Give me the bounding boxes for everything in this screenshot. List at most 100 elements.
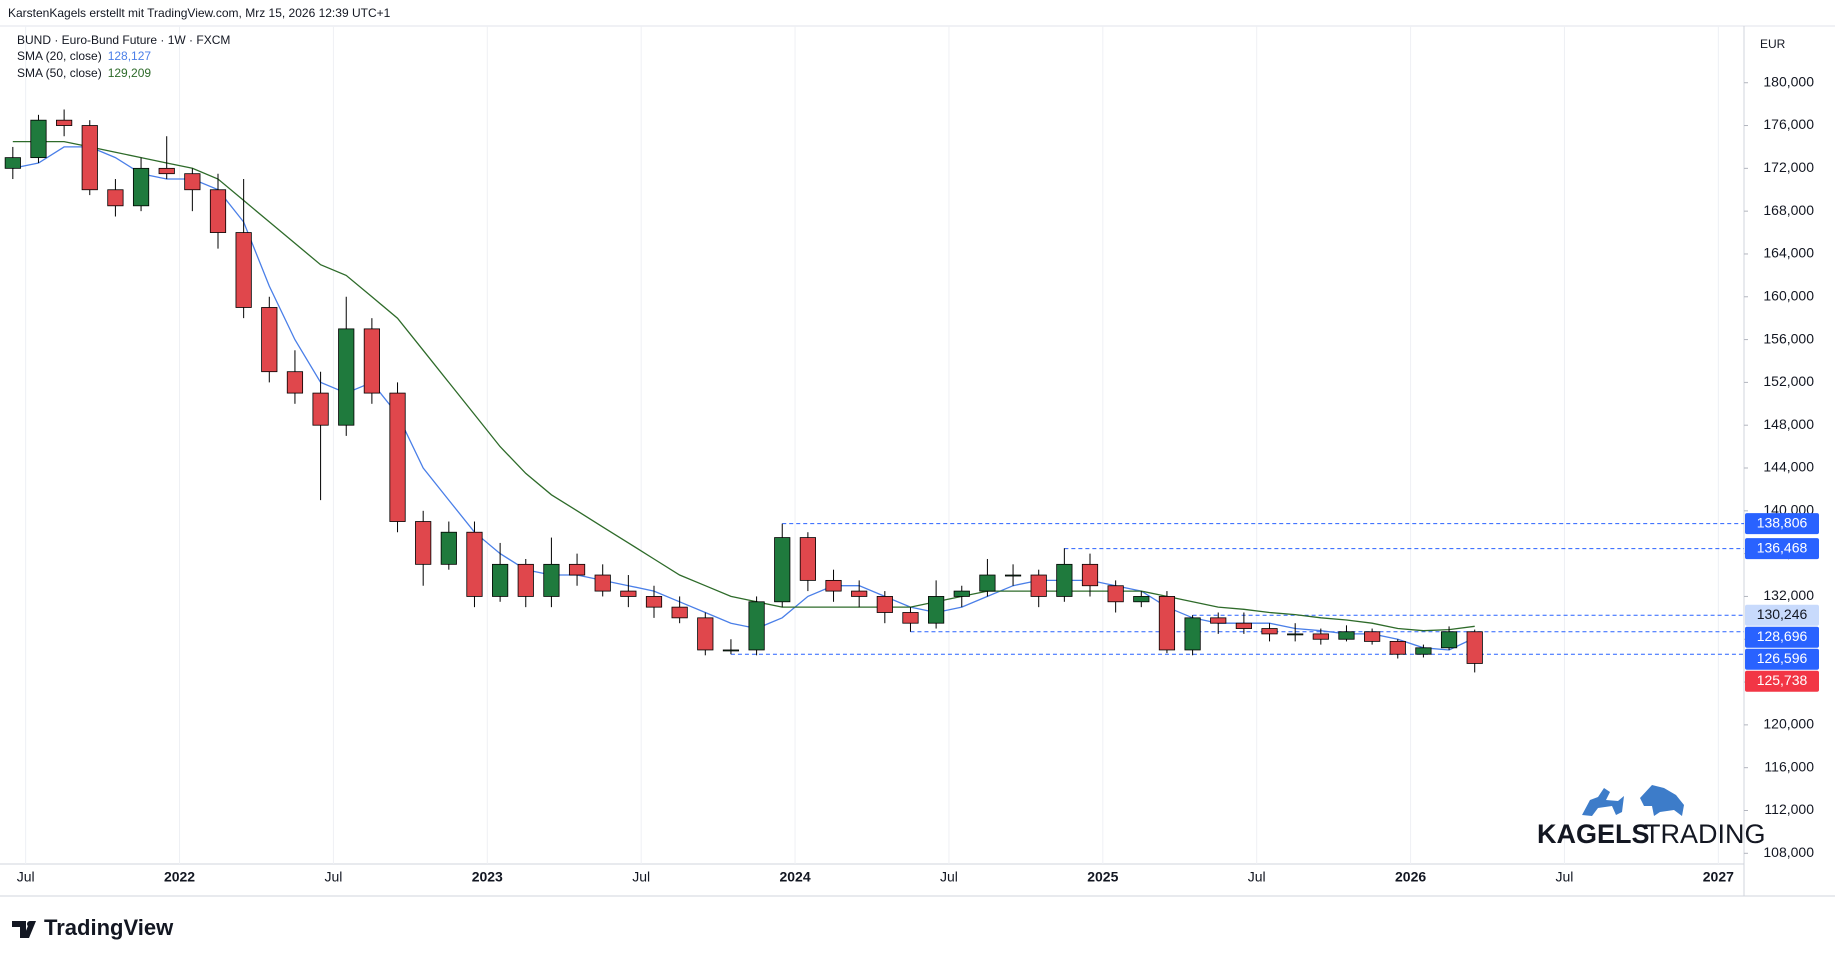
y-tick-label: 120,000 — [1763, 716, 1814, 732]
candle-body — [492, 563, 509, 597]
y-tick-label: 108,000 — [1763, 844, 1814, 860]
candle-body — [1261, 628, 1278, 635]
x-tick-label: 2025 — [1087, 869, 1118, 885]
candle-body — [132, 167, 150, 207]
candle-body — [1235, 622, 1252, 629]
price-level-label: 130,246 — [1757, 606, 1808, 622]
candle-body — [748, 601, 765, 651]
candle-body — [1158, 596, 1176, 651]
candle-body — [1210, 617, 1227, 624]
candle-body — [1030, 574, 1047, 597]
price-level-label: 126,596 — [1757, 650, 1808, 666]
platform-logo: TradingView — [12, 915, 174, 940]
candle-body — [363, 328, 380, 394]
candle-body — [1107, 585, 1124, 603]
candle-body — [851, 590, 868, 597]
candle-body — [1389, 640, 1406, 655]
candle-body — [286, 371, 304, 394]
candle-body — [1440, 631, 1458, 649]
bear-icon — [1640, 785, 1684, 816]
candle-body — [56, 119, 73, 126]
candle-body — [1081, 563, 1099, 587]
candle-body — [158, 167, 175, 175]
price-level-box — [1745, 670, 1819, 692]
price-level-box — [1745, 604, 1819, 626]
candle-body — [517, 563, 534, 597]
candle-body — [722, 649, 740, 652]
y-tick-label: 156,000 — [1763, 330, 1814, 346]
candle-body — [440, 531, 457, 565]
candle-body — [30, 119, 47, 159]
price-level-box — [1745, 538, 1819, 560]
candle-body — [1133, 596, 1150, 603]
candle-body — [1312, 633, 1329, 640]
candle-body — [107, 189, 124, 207]
candle-body — [1004, 574, 1022, 577]
brand-bold: KAGELS — [1537, 819, 1650, 849]
x-tick-label: Jul — [632, 869, 650, 885]
platform-icon-dot — [27, 921, 33, 927]
candle-body — [568, 563, 586, 576]
price-level-box — [1745, 648, 1819, 670]
y-tick-label: 180,000 — [1763, 73, 1814, 89]
y-tick-label: 132,000 — [1763, 587, 1814, 603]
candle-body — [466, 531, 483, 597]
brand-light: TRADING — [1644, 819, 1766, 849]
candle-body — [184, 173, 201, 191]
price-level-label: 128,696 — [1757, 628, 1808, 644]
candle-body — [697, 617, 714, 651]
bull-icon — [1582, 788, 1624, 816]
candle-body — [799, 537, 816, 581]
candle-body — [209, 189, 227, 233]
legend-name: SMA (50, close) — [17, 66, 102, 80]
candle-body — [235, 232, 252, 308]
platform-name: TradingView — [44, 915, 174, 940]
candle-body — [261, 307, 278, 373]
candle-body — [953, 590, 970, 597]
y-unit: EUR — [1760, 37, 1786, 51]
candle-body — [1338, 631, 1355, 640]
y-tick-label: 152,000 — [1763, 373, 1814, 389]
candle-body — [1466, 631, 1483, 664]
y-tick-label: 160,000 — [1763, 287, 1814, 303]
candle-body — [1364, 631, 1381, 642]
y-tick-label: 176,000 — [1763, 116, 1814, 132]
header-text: KarstenKagels erstellt mit TradingView.c… — [8, 6, 391, 20]
candle-body — [902, 612, 919, 624]
candle-body — [81, 125, 98, 191]
y-tick-label: 172,000 — [1763, 159, 1814, 175]
candle-body — [979, 574, 996, 592]
x-tick-label: Jul — [940, 869, 958, 885]
price-level-box — [1745, 513, 1819, 535]
sma-line — [12, 146, 1475, 651]
y-tick-label: 164,000 — [1763, 245, 1814, 261]
price-level-box — [1745, 626, 1819, 648]
watermark-logo: KAGELS TRADING — [1537, 785, 1766, 849]
y-tick-label: 112,000 — [1764, 801, 1814, 817]
y-tick-label: 148,000 — [1763, 416, 1814, 432]
plot-area — [4, 26, 1744, 864]
candle-body — [1184, 617, 1201, 651]
candle-body — [389, 392, 406, 522]
candle-body — [645, 596, 663, 608]
x-tick-label: 2023 — [472, 869, 503, 885]
candle-body — [543, 563, 560, 597]
price-level-label: 136,468 — [1757, 539, 1808, 555]
candle-body — [4, 157, 21, 169]
candle-body — [671, 606, 688, 619]
candle-body — [1056, 563, 1073, 597]
candle-body — [1287, 633, 1304, 636]
candle-body — [338, 328, 355, 426]
legend-value: 128,127 — [108, 49, 152, 63]
x-tick-label: Jul — [324, 869, 342, 885]
x-tick-label: 2024 — [779, 869, 810, 885]
candle-body — [774, 537, 791, 603]
candle-body — [594, 574, 611, 592]
price-level-label: 138,806 — [1757, 514, 1808, 530]
candle-body — [876, 596, 893, 613]
x-tick-label: Jul — [17, 869, 35, 885]
y-tick-label: 144,000 — [1763, 459, 1814, 475]
y-tick-label: 116,000 — [1764, 758, 1814, 774]
